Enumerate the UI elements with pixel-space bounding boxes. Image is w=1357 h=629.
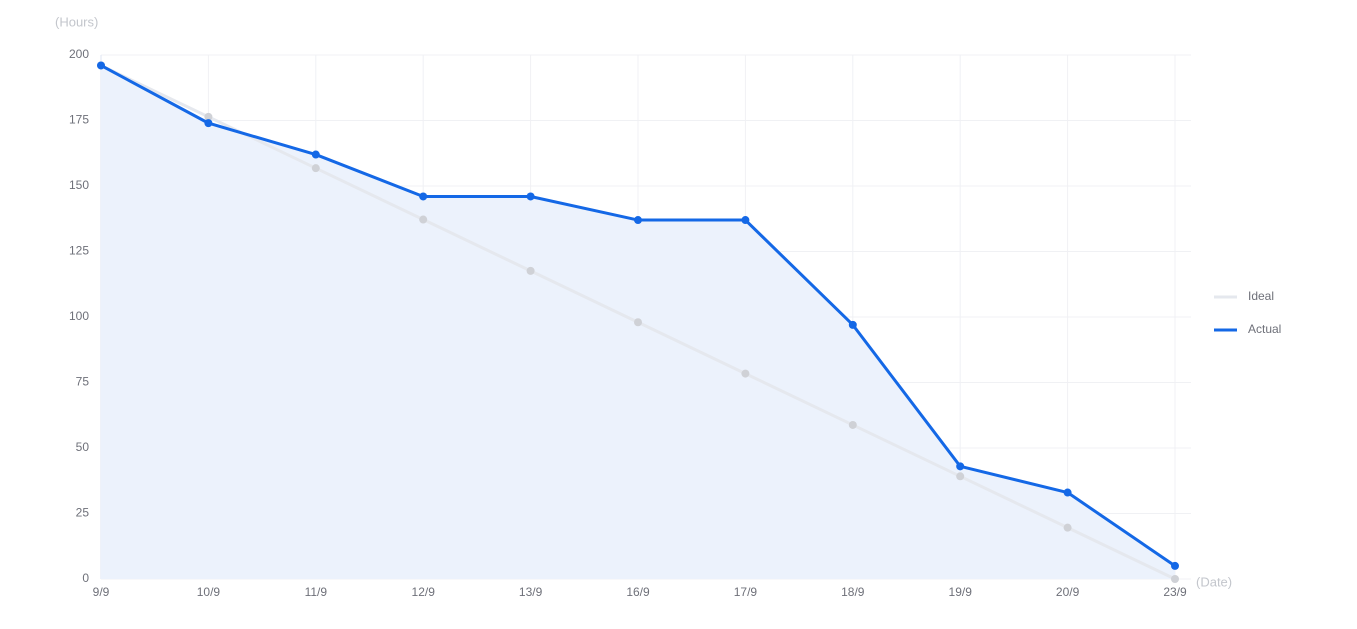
y-tick-label: 25 [76, 506, 90, 520]
data-point [741, 216, 750, 225]
data-point [1063, 488, 1072, 497]
data-point [526, 266, 535, 275]
data-point [1063, 523, 1072, 532]
data-point [848, 420, 857, 429]
x-tick-label: 23/9 [1163, 585, 1187, 599]
x-tick-label: 16/9 [626, 585, 650, 599]
y-tick-label: 200 [69, 47, 89, 61]
x-tick-label: 9/9 [93, 585, 110, 599]
y-tick-label: 150 [69, 178, 89, 192]
data-point [634, 216, 642, 225]
y-tick-label: 175 [69, 113, 89, 127]
legend-label[interactable]: Ideal [1248, 289, 1274, 303]
data-point [204, 112, 213, 121]
data-point [419, 192, 428, 201]
data-point [956, 472, 965, 481]
x-tick-label: 18/9 [841, 585, 865, 599]
x-tick-label: 12/9 [412, 585, 436, 599]
x-axis-name: (Date) [1196, 574, 1232, 589]
data-point [526, 192, 535, 201]
data-point [634, 318, 642, 327]
data-point [741, 369, 750, 378]
x-tick-label: 19/9 [949, 585, 973, 599]
data-point [848, 320, 857, 329]
y-axis-name: (Hours) [55, 14, 98, 29]
data-point [311, 150, 320, 159]
data-point [311, 164, 320, 173]
y-tick-label: 100 [69, 309, 89, 323]
data-point [956, 462, 965, 471]
data-point [97, 61, 105, 70]
y-tick-label: 75 [76, 375, 90, 389]
y-tick-label: 50 [76, 440, 90, 454]
data-point [204, 119, 213, 128]
x-tick-label: 11/9 [305, 585, 328, 599]
x-tick-label: 17/9 [734, 585, 758, 599]
y-tick-label: 125 [69, 244, 89, 258]
data-point [419, 215, 428, 224]
data-point [1171, 561, 1179, 570]
x-tick-label: 13/9 [519, 585, 543, 599]
x-tick-label: 20/9 [1056, 585, 1080, 599]
x-tick-label: 10/9 [197, 585, 221, 599]
legend-label[interactable]: Actual [1248, 322, 1281, 336]
y-tick-label: 0 [82, 571, 89, 585]
data-point [1171, 575, 1179, 583]
